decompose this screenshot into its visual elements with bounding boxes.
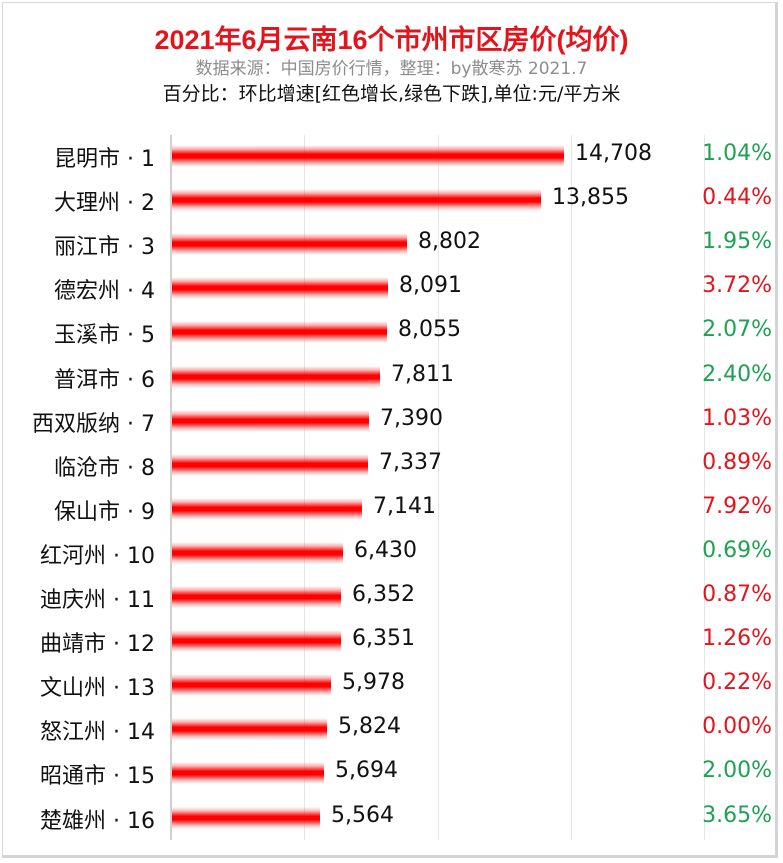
value-label: 13,855	[552, 185, 629, 211]
bar-row: 楚雄州 · 16 5,564 3.65%	[0, 797, 783, 841]
mom-change-label: 0.69%	[702, 537, 772, 563]
value-label: 6,430	[354, 537, 417, 563]
category-label: 丽江市 · 3	[54, 235, 155, 261]
price-bar	[172, 409, 369, 432]
category-label: 西双版纳 · 7	[32, 411, 155, 437]
mom-change-label: 2.40%	[702, 361, 772, 387]
value-label: 6,351	[352, 626, 415, 652]
chart-title: 2021年6月云南16个市州市区房价(均价)	[154, 25, 629, 55]
bar-row: 怒江州 · 14 5,824 0.00%	[0, 708, 783, 752]
bar-row: 文山州 · 13 5,978 0.22%	[0, 664, 783, 708]
value-label: 7,811	[391, 361, 454, 387]
price-bar	[172, 189, 541, 212]
y-axis-line	[170, 135, 172, 840]
value-label: 5,564	[331, 802, 394, 828]
category-label: 普洱市 · 6	[54, 367, 155, 393]
gridline	[304, 135, 305, 840]
bar-row: 普洱市 · 6 7,811 2.40%	[0, 356, 783, 400]
value-label: 7,141	[373, 493, 436, 519]
bar-row: 昆明市 · 1 14,708 1.04%	[0, 135, 783, 179]
bar-row: 丽江市 · 3 8,802 1.95%	[0, 223, 783, 267]
bar-row: 玉溪市 · 5 8,055 2.07%	[0, 311, 783, 355]
mom-change-label: 3.65%	[702, 802, 772, 828]
price-bar	[172, 145, 564, 167]
mom-change-label: 1.95%	[702, 229, 772, 255]
category-label: 德宏州 · 4	[54, 279, 155, 305]
bar-row: 临沧市 · 8 7,337 0.89%	[0, 444, 783, 488]
price-bar	[172, 586, 341, 608]
value-label: 5,978	[342, 670, 405, 696]
mom-change-label: 2.07%	[702, 317, 772, 343]
price-bar	[172, 762, 324, 785]
bar-row: 保山市 · 9 7,141 7.92%	[0, 488, 783, 532]
value-label: 8,055	[398, 317, 461, 343]
category-label: 玉溪市 · 5	[54, 323, 155, 349]
mom-change-label: 0.44%	[702, 185, 772, 211]
category-label: 红河州 · 10	[40, 543, 155, 569]
category-label: 文山州 · 13	[40, 676, 155, 702]
category-label: 保山市 · 9	[54, 499, 155, 525]
category-label: 曲靖市 · 12	[40, 632, 155, 658]
bar-row: 西双版纳 · 7 7,390 1.03%	[0, 400, 783, 444]
price-bar	[172, 630, 341, 653]
mom-change-label: 0.00%	[702, 714, 772, 740]
gridline	[704, 135, 705, 840]
category-label: 临沧市 · 8	[54, 455, 155, 481]
value-label: 7,390	[380, 405, 443, 431]
mom-change-label: 3.72%	[702, 273, 772, 299]
category-label: 楚雄州 · 16	[40, 808, 155, 834]
chart-note: 百分比：环比增速[红色增长,绿色下跌],单位:元/平方米	[162, 83, 621, 105]
mom-change-label: 0.22%	[702, 670, 772, 696]
mom-change-label: 1.26%	[702, 626, 772, 652]
plot-area: 昆明市 · 1 14,708 1.04% 大理州 · 2 13,855 0.44% 丽江市 …	[0, 135, 783, 840]
mom-change-label: 0.89%	[702, 449, 772, 475]
mom-change-label: 0.87%	[702, 582, 772, 607]
price-bar	[172, 718, 327, 741]
value-label: 8,802	[418, 229, 481, 255]
price-bar	[172, 277, 388, 300]
price-bar	[172, 674, 331, 697]
category-label: 怒江州 · 14	[40, 720, 155, 746]
price-bar	[172, 453, 368, 476]
category-label: 大理州 · 2	[54, 191, 155, 217]
price-bar	[172, 321, 387, 344]
category-label: 昆明市 · 1	[54, 147, 155, 172]
category-label: 迪庆州 · 11	[40, 588, 155, 613]
price-bar	[172, 541, 343, 564]
bar-row: 德宏州 · 4 8,091 3.72%	[0, 267, 783, 311]
value-label: 8,091	[399, 273, 462, 299]
mom-change-label: 1.04%	[702, 141, 772, 166]
value-label: 7,337	[379, 449, 442, 475]
price-bar	[172, 233, 407, 256]
gridline	[438, 135, 439, 840]
value-label: 6,352	[352, 582, 415, 607]
price-bar	[172, 806, 320, 829]
price-bar	[172, 497, 362, 520]
mom-change-label: 1.03%	[702, 405, 772, 431]
bar-row: 迪庆州 · 11 6,352 0.87%	[0, 576, 783, 620]
value-label: 14,708	[575, 141, 652, 166]
category-label: 昭通市 · 15	[40, 764, 155, 790]
bar-row: 曲靖市 · 12 6,351 1.26%	[0, 620, 783, 664]
chart-subtitle: 数据来源：中国房价行情，整理：by散寒苏 2021.7	[195, 59, 588, 79]
bar-row: 红河州 · 10 6,430 0.69%	[0, 532, 783, 576]
bar-row: 大理州 · 2 13,855 0.44%	[0, 179, 783, 223]
mom-change-label: 7.92%	[702, 493, 772, 519]
bar-row: 昭通市 · 15 5,694 2.00%	[0, 752, 783, 796]
mom-change-label: 2.00%	[702, 758, 772, 784]
gridline	[571, 135, 572, 840]
value-label: 5,694	[335, 758, 398, 784]
value-label: 5,824	[338, 714, 401, 740]
price-bar	[172, 365, 380, 388]
